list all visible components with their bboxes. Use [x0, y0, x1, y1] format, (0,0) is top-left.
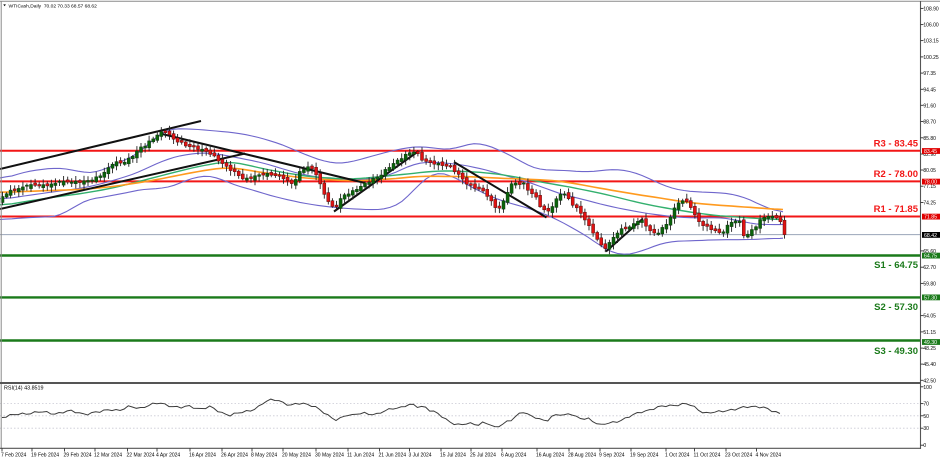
- svg-text:15 Jul 2024: 15 Jul 2024: [440, 453, 466, 459]
- svg-text:4 Nov 2024: 4 Nov 2024: [756, 453, 782, 459]
- svg-text:11 Jun 2024: 11 Jun 2024: [347, 453, 374, 459]
- svg-text:45.40: 45.40: [923, 362, 936, 368]
- svg-text:100: 100: [923, 385, 932, 391]
- svg-text:16 Apr 2024: 16 Apr 2024: [189, 453, 216, 459]
- svg-text:91.60: 91.60: [923, 103, 936, 109]
- svg-text:65.60: 65.60: [923, 249, 936, 255]
- svg-text:21 Jun 2024: 21 Jun 2024: [379, 453, 407, 459]
- svg-text:77.15: 77.15: [923, 184, 936, 190]
- svg-text:16 Aug 2024: 16 Aug 2024: [536, 453, 564, 459]
- svg-text:80.05: 80.05: [923, 168, 936, 174]
- svg-text:78.00: 78.00: [924, 180, 937, 186]
- svg-text:94.45: 94.45: [923, 87, 936, 93]
- svg-text:26 Apr 2024: 26 Apr 2024: [221, 453, 248, 459]
- svg-text:106.00: 106.00: [923, 23, 939, 29]
- svg-text:30 May 2024: 30 May 2024: [315, 453, 344, 459]
- svg-text:62.70: 62.70: [923, 265, 936, 271]
- svg-text:28 Aug 2024: 28 Aug 2024: [568, 453, 596, 459]
- svg-text:97.35: 97.35: [923, 71, 936, 77]
- svg-text:54.05: 54.05: [923, 314, 936, 320]
- svg-text:70: 70: [923, 402, 929, 408]
- svg-text:71.85: 71.85: [924, 215, 937, 221]
- svg-text:S2 - 57.30: S2 - 57.30: [874, 302, 918, 313]
- svg-text:59.80: 59.80: [923, 281, 936, 287]
- svg-text:100.25: 100.25: [923, 55, 939, 61]
- svg-text:6 Aug 2024: 6 Aug 2024: [501, 453, 527, 459]
- svg-text:25 Jul 2024: 25 Jul 2024: [470, 453, 496, 459]
- svg-text:1 Oct 2024: 1 Oct 2024: [665, 453, 690, 459]
- svg-text:49.30: 49.30: [924, 340, 937, 346]
- svg-text:12 Mar 2024: 12 Mar 2024: [94, 453, 122, 459]
- svg-text:20 May 2024: 20 May 2024: [282, 453, 311, 459]
- svg-text:R2 - 78.00: R2 - 78.00: [874, 169, 918, 180]
- svg-text:S3 - 49.30: S3 - 49.30: [874, 346, 918, 357]
- svg-text:4 Apr 2024: 4 Apr 2024: [156, 453, 180, 459]
- svg-text:7 Feb 2024: 7 Feb 2024: [1, 453, 27, 459]
- svg-text:48.25: 48.25: [923, 346, 936, 352]
- svg-text:82.90: 82.90: [923, 152, 936, 158]
- svg-text:29 Feb 2024: 29 Feb 2024: [64, 453, 92, 459]
- svg-text:74.25: 74.25: [923, 201, 936, 207]
- svg-text:8 May 2024: 8 May 2024: [251, 453, 277, 459]
- svg-text:68.42: 68.42: [924, 233, 937, 239]
- svg-text:9 Sep 2024: 9 Sep 2024: [599, 453, 625, 459]
- svg-text:64.75: 64.75: [924, 254, 937, 260]
- svg-text:50: 50: [923, 414, 929, 420]
- svg-text:42.50: 42.50: [923, 378, 936, 384]
- svg-text:85.80: 85.80: [923, 136, 936, 142]
- svg-text:88.70: 88.70: [923, 120, 936, 126]
- svg-text:22 Mar 2024: 22 Mar 2024: [127, 453, 155, 459]
- svg-text:19 Feb 2024: 19 Feb 2024: [31, 453, 59, 459]
- svg-text:51.15: 51.15: [923, 330, 936, 336]
- svg-text:0: 0: [923, 443, 926, 449]
- svg-text:23 Oct 2024: 23 Oct 2024: [725, 453, 752, 459]
- svg-text:108.90: 108.90: [923, 6, 939, 12]
- svg-text:WTICash,Daily 70.02 70.33 68.: WTICash,Daily 70.02 70.33 68.57 68.62: [9, 3, 98, 9]
- svg-text:3 Jul 2024: 3 Jul 2024: [409, 453, 432, 459]
- svg-text:R3 - 83.45: R3 - 83.45: [874, 138, 919, 149]
- svg-text:103.15: 103.15: [923, 39, 939, 45]
- svg-text:R1 - 71.85: R1 - 71.85: [874, 204, 919, 215]
- svg-text:30: 30: [923, 426, 929, 432]
- svg-text:19 Sep 2024: 19 Sep 2024: [630, 453, 659, 459]
- svg-text:57.30: 57.30: [924, 295, 937, 301]
- svg-text:83.45: 83.45: [924, 149, 937, 155]
- svg-text:11 Oct 2024: 11 Oct 2024: [694, 453, 721, 459]
- svg-text:RSI(14) 43.8519: RSI(14) 43.8519: [4, 386, 44, 392]
- svg-text:S1 - 64.75: S1 - 64.75: [874, 260, 919, 271]
